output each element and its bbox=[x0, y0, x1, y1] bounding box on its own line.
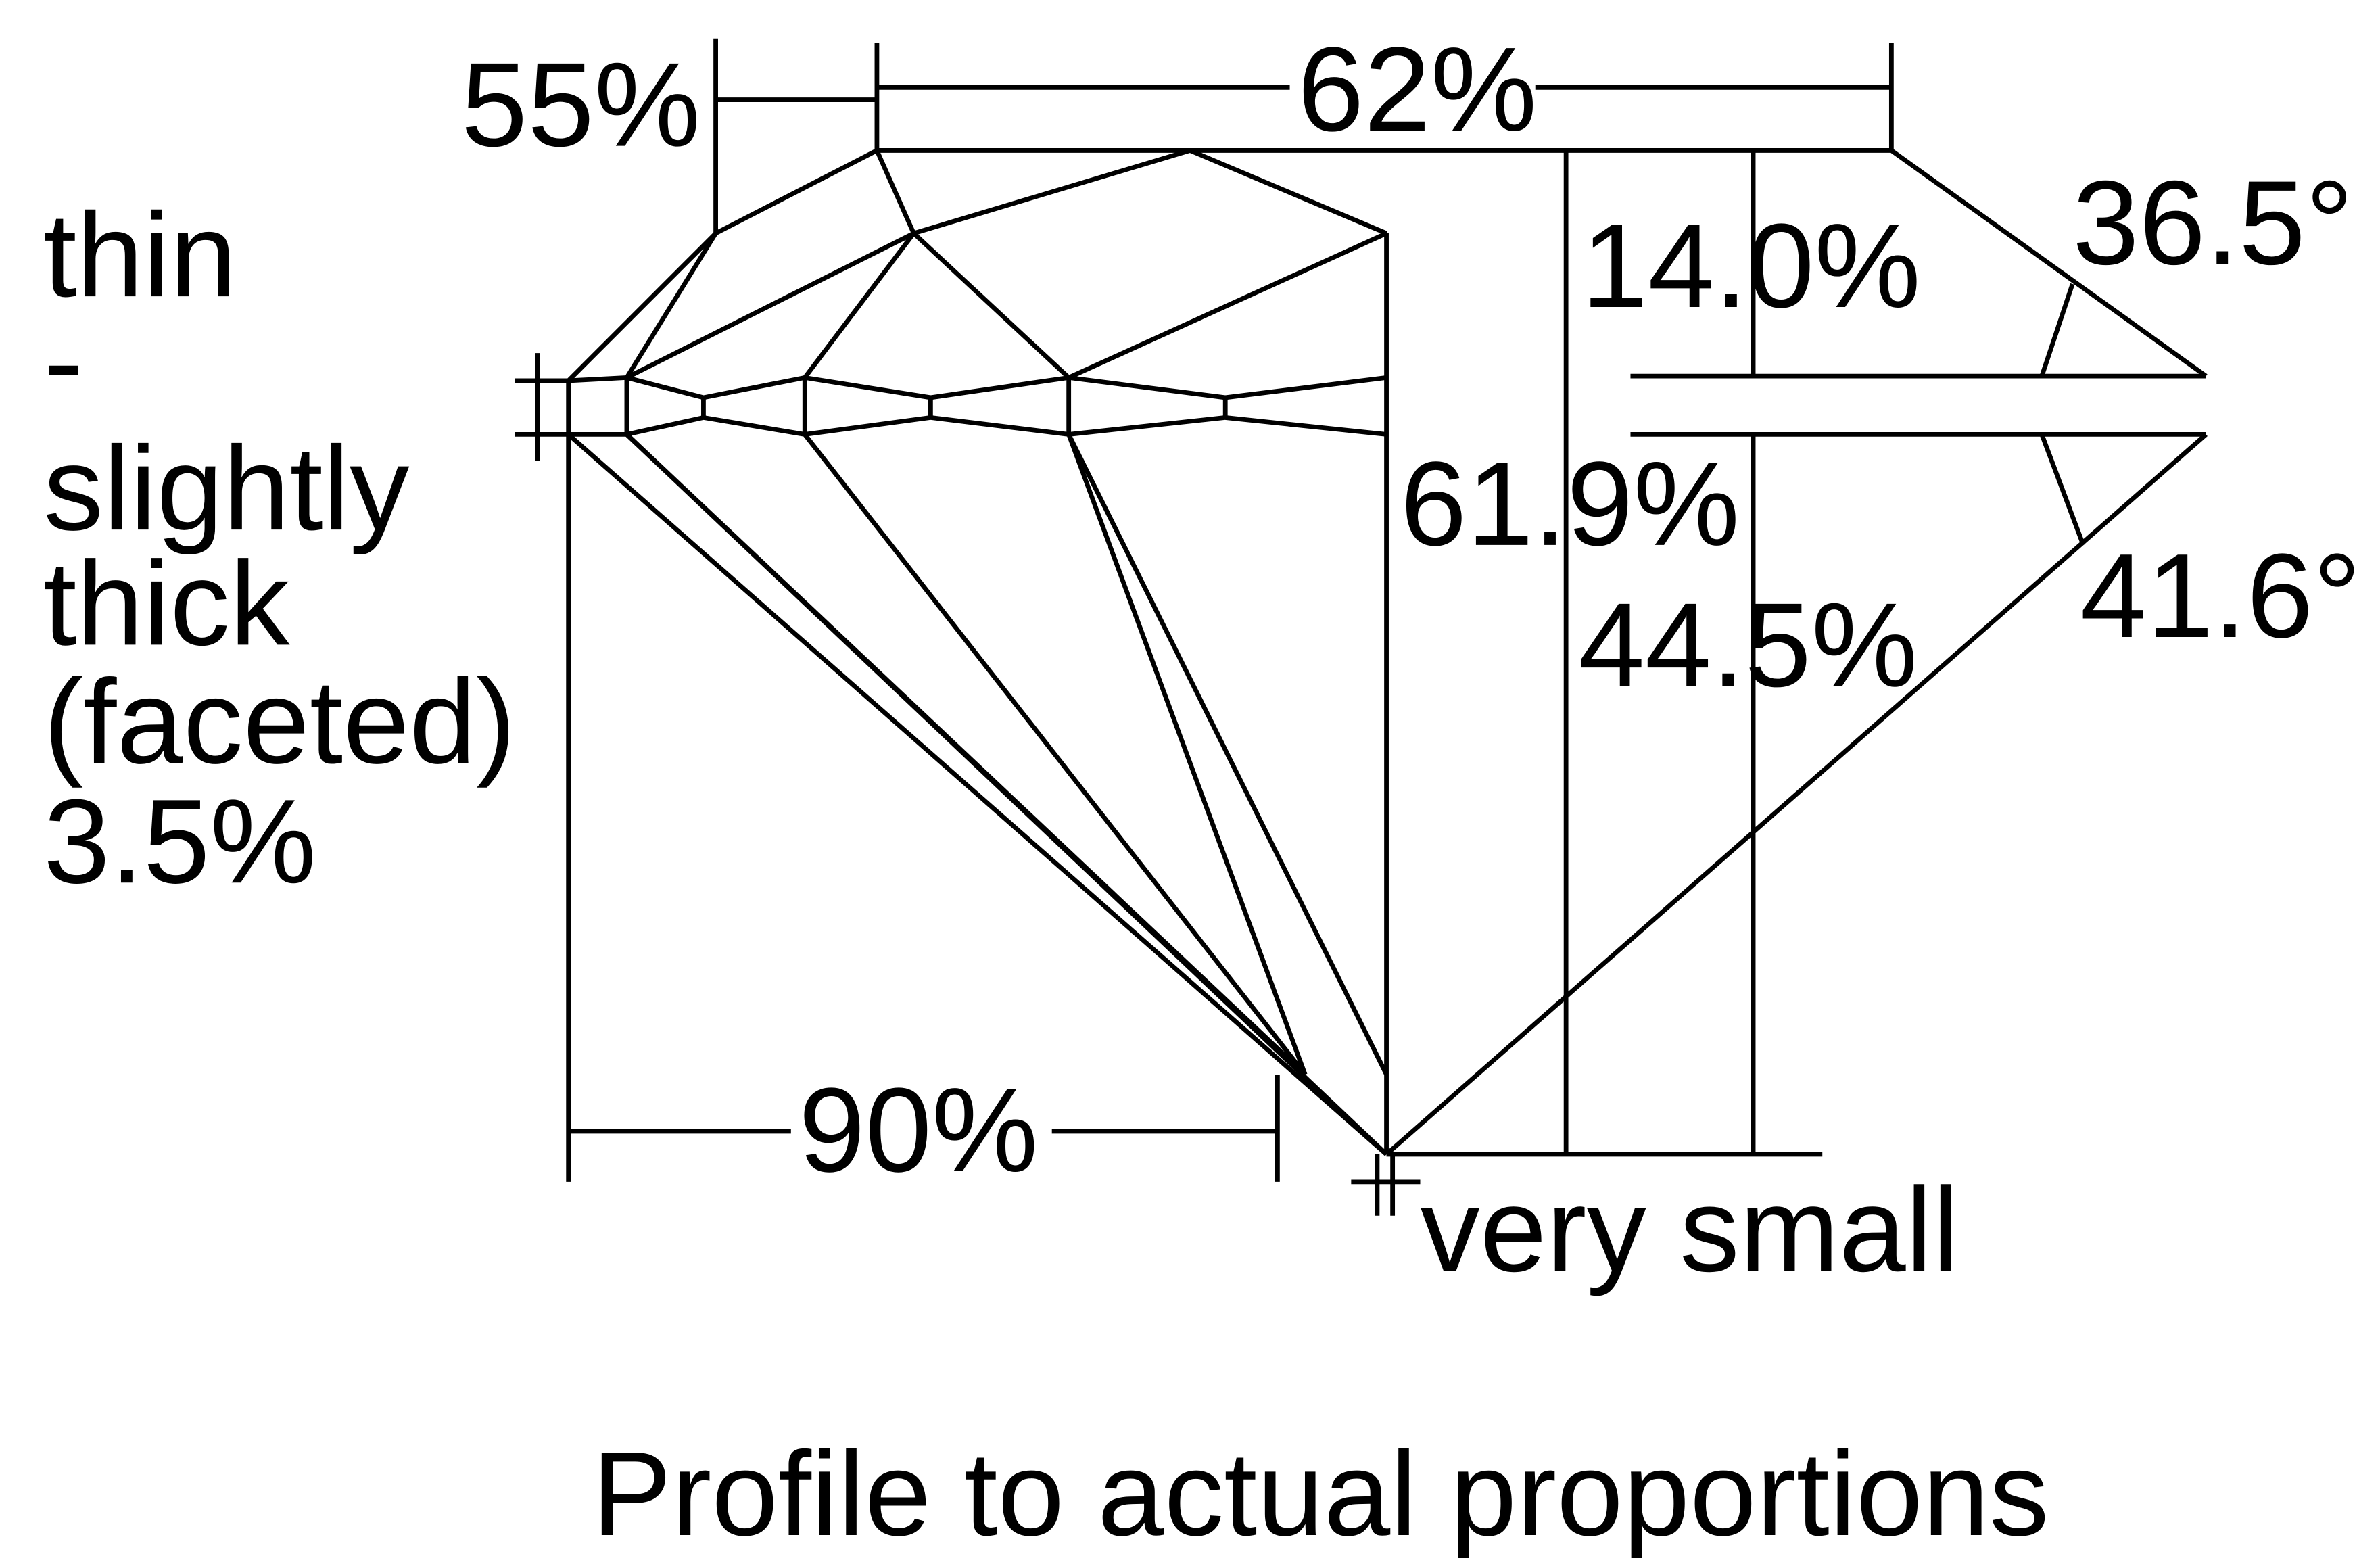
outline bbox=[566, 148, 2208, 1156]
table-label: 62% bbox=[1298, 22, 1537, 156]
girdle-label: - bbox=[43, 294, 83, 428]
culet-label: very small bbox=[1420, 1163, 1959, 1297]
crown-height-label: 14.0% bbox=[1581, 199, 1921, 333]
pavilion-depth-label: 44.5% bbox=[1578, 578, 1918, 712]
girdle-label: slightly bbox=[43, 421, 410, 555]
girdle-label: thin bbox=[43, 188, 236, 322]
star-label: 55% bbox=[461, 38, 700, 172]
lower-half-label: 90% bbox=[799, 1063, 1038, 1197]
girdle-label: thick bbox=[43, 536, 290, 670]
girdle-label: 3.5% bbox=[43, 774, 316, 908]
pavilion-angle-label: 41.6° bbox=[2080, 529, 2361, 663]
dimension-lines bbox=[515, 38, 2086, 1216]
crown-angle-label: 36.5° bbox=[2072, 156, 2353, 289]
total-depth-label: 61.9% bbox=[1400, 437, 1740, 571]
facets bbox=[568, 148, 1389, 1156]
girdle-label: (faceted) bbox=[43, 655, 516, 788]
caption: Profile to actual proportions bbox=[592, 1427, 2049, 1558]
